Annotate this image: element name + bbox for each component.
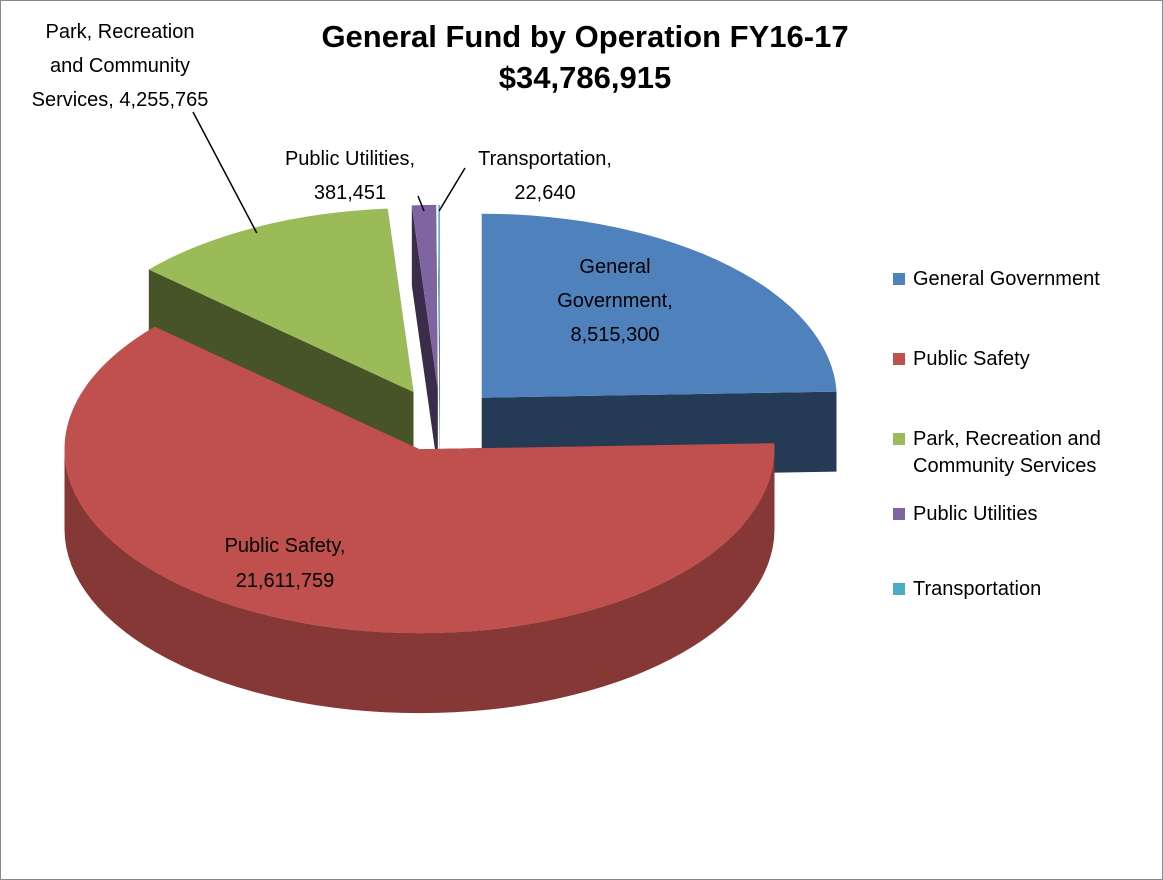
slice <box>64 326 775 634</box>
pie <box>64 204 837 714</box>
data-label: and Community <box>50 55 190 77</box>
legend-swatch <box>893 353 905 365</box>
data-label: Public Utilities, <box>285 148 415 170</box>
data-labels: General Government, 8,515,300 Public Safety… <box>32 21 673 592</box>
slice-wall <box>411 205 438 469</box>
data-label: Services, 4,255,765 <box>32 89 209 111</box>
legend-label: Transportation <box>913 578 1041 600</box>
legend-swatch <box>893 433 905 445</box>
slice <box>411 204 438 389</box>
legend-label: General Government <box>913 268 1100 290</box>
legend-swatch <box>893 508 905 520</box>
data-label: 21,611,759 <box>236 570 335 592</box>
slice <box>438 204 440 389</box>
leader-line <box>192 111 258 234</box>
slice-wall <box>438 204 440 469</box>
data-label: Public Safety, <box>225 535 346 557</box>
data-label: 8,515,300 <box>571 324 660 346</box>
legend-label: Park, Recreation and Community Services <box>913 428 1101 477</box>
data-label: Government, <box>557 290 673 312</box>
data-label: General <box>579 256 650 278</box>
leader-line <box>438 167 466 212</box>
leader-line <box>417 195 425 212</box>
data-label: Park, Recreation <box>46 21 195 43</box>
chart-title: General Fund by Operation FY16-17 <box>321 19 848 54</box>
legend-label: Public Safety <box>913 348 1030 370</box>
legend-swatch <box>893 273 905 285</box>
data-label: 22,640 <box>514 182 575 204</box>
slice-side <box>64 449 775 714</box>
data-label: Transportation, <box>478 148 612 170</box>
slice <box>481 213 837 398</box>
slice <box>148 208 414 393</box>
legend-label: Public Utilities <box>913 503 1037 525</box>
data-label: 381,451 <box>314 182 386 204</box>
legend-swatch <box>893 583 905 595</box>
chart-subtitle: $34,786,915 <box>499 60 671 95</box>
legend: General Government Public Safety Park, Rec… <box>893 268 1101 600</box>
